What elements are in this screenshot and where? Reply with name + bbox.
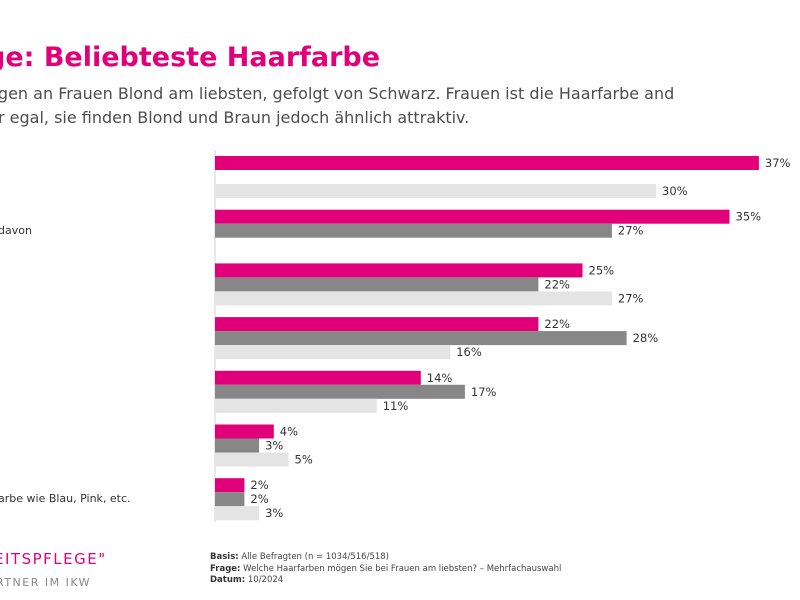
value-label-cat4-series1: 14% <box>427 371 453 385</box>
value-label-cat0-series3: 30% <box>662 184 688 198</box>
value-label-cat5-series2: 3% <box>265 439 283 453</box>
footer-brand: EITSPFLEGE" <box>0 550 107 568</box>
subtitle-line-1: nögen an Frauen Blond am liebsten, gefol… <box>0 84 675 103</box>
value-label-cat5-series1: 4% <box>280 425 298 439</box>
page-title: ge: Beliebteste Haarfarbe <box>0 42 381 73</box>
bar-cat4-series2 <box>215 384 465 399</box>
value-label-cat1-series2: 27% <box>618 224 644 238</box>
category-label-1: davon <box>0 223 32 237</box>
value-label-cat4-series3: 11% <box>383 399 409 413</box>
subtitle-line-2: her egal, sie finden Blond und Braun jed… <box>0 108 470 127</box>
value-label-cat2-series2: 22% <box>544 277 570 291</box>
category-label-6: arbe wie Blau, Pink, etc. <box>0 492 131 506</box>
bar-cat2-series3 <box>215 291 612 306</box>
footer-notes: Basis: Alle Befragten (n = 1034/516/518)… <box>210 552 561 587</box>
bar-cat3-series2 <box>215 331 627 346</box>
basis-label: Basis: <box>210 552 239 562</box>
frage-note: Frage: Welche Haarfarben mögen Sie bei F… <box>210 564 561 576</box>
value-label-cat6-series3: 3% <box>265 506 283 520</box>
bar-cat5-series3 <box>215 452 289 467</box>
datum-label: Datum: <box>210 575 246 585</box>
value-label-cat3-series1: 22% <box>544 317 570 331</box>
bar-cat2-series2 <box>215 277 539 292</box>
bar-cat6-series1 <box>215 478 245 493</box>
basis-note: Basis: Alle Befragten (n = 1034/516/518) <box>210 552 561 564</box>
frage-text: Welche Haarfarben mögen Sie bei Frauen a… <box>243 563 562 574</box>
datum-note: Datum: 10/2024 <box>210 575 561 587</box>
frage-label: Frage: <box>210 563 241 574</box>
bar-cat2-series1 <box>215 263 583 278</box>
value-label-cat4-series2: 17% <box>471 385 497 399</box>
value-label-cat2-series3: 27% <box>618 291 644 305</box>
value-label-cat3-series3: 16% <box>456 345 482 359</box>
bar-cat5-series1 <box>215 424 274 439</box>
basis-text: Alle Befragten (n = 1034/516/518) <box>241 552 389 562</box>
bar-cat6-series3 <box>215 506 260 521</box>
value-label-cat0-series1: 37% <box>765 156 791 170</box>
bar-cat4-series3 <box>215 398 377 413</box>
value-label-cat2-series1: 25% <box>589 263 615 277</box>
page-subtitle: nögen an Frauen Blond am liebsten, gefol… <box>0 82 674 130</box>
footer-partner-text: RTNER IM IKW <box>0 576 92 589</box>
bar-cat0-series1 <box>215 156 759 170</box>
bar-cat0-series3 <box>215 184 656 198</box>
bar-cat1-series1 <box>215 209 730 224</box>
bar-cat5-series2 <box>215 438 260 453</box>
bar-cat6-series2 <box>215 492 245 507</box>
bar-cat3-series3 <box>215 345 451 360</box>
bar-cat1-series2 <box>215 223 612 238</box>
bar-cat3-series1 <box>215 317 539 332</box>
value-label-cat3-series2: 28% <box>633 331 659 345</box>
value-label-cat6-series1: 2% <box>250 478 268 492</box>
bar-cat4-series1 <box>215 370 421 385</box>
value-label-cat5-series3: 5% <box>295 453 313 467</box>
value-label-cat6-series2: 2% <box>250 492 268 506</box>
value-label-cat1-series1: 35% <box>736 210 762 224</box>
datum-text: 10/2024 <box>247 575 284 585</box>
